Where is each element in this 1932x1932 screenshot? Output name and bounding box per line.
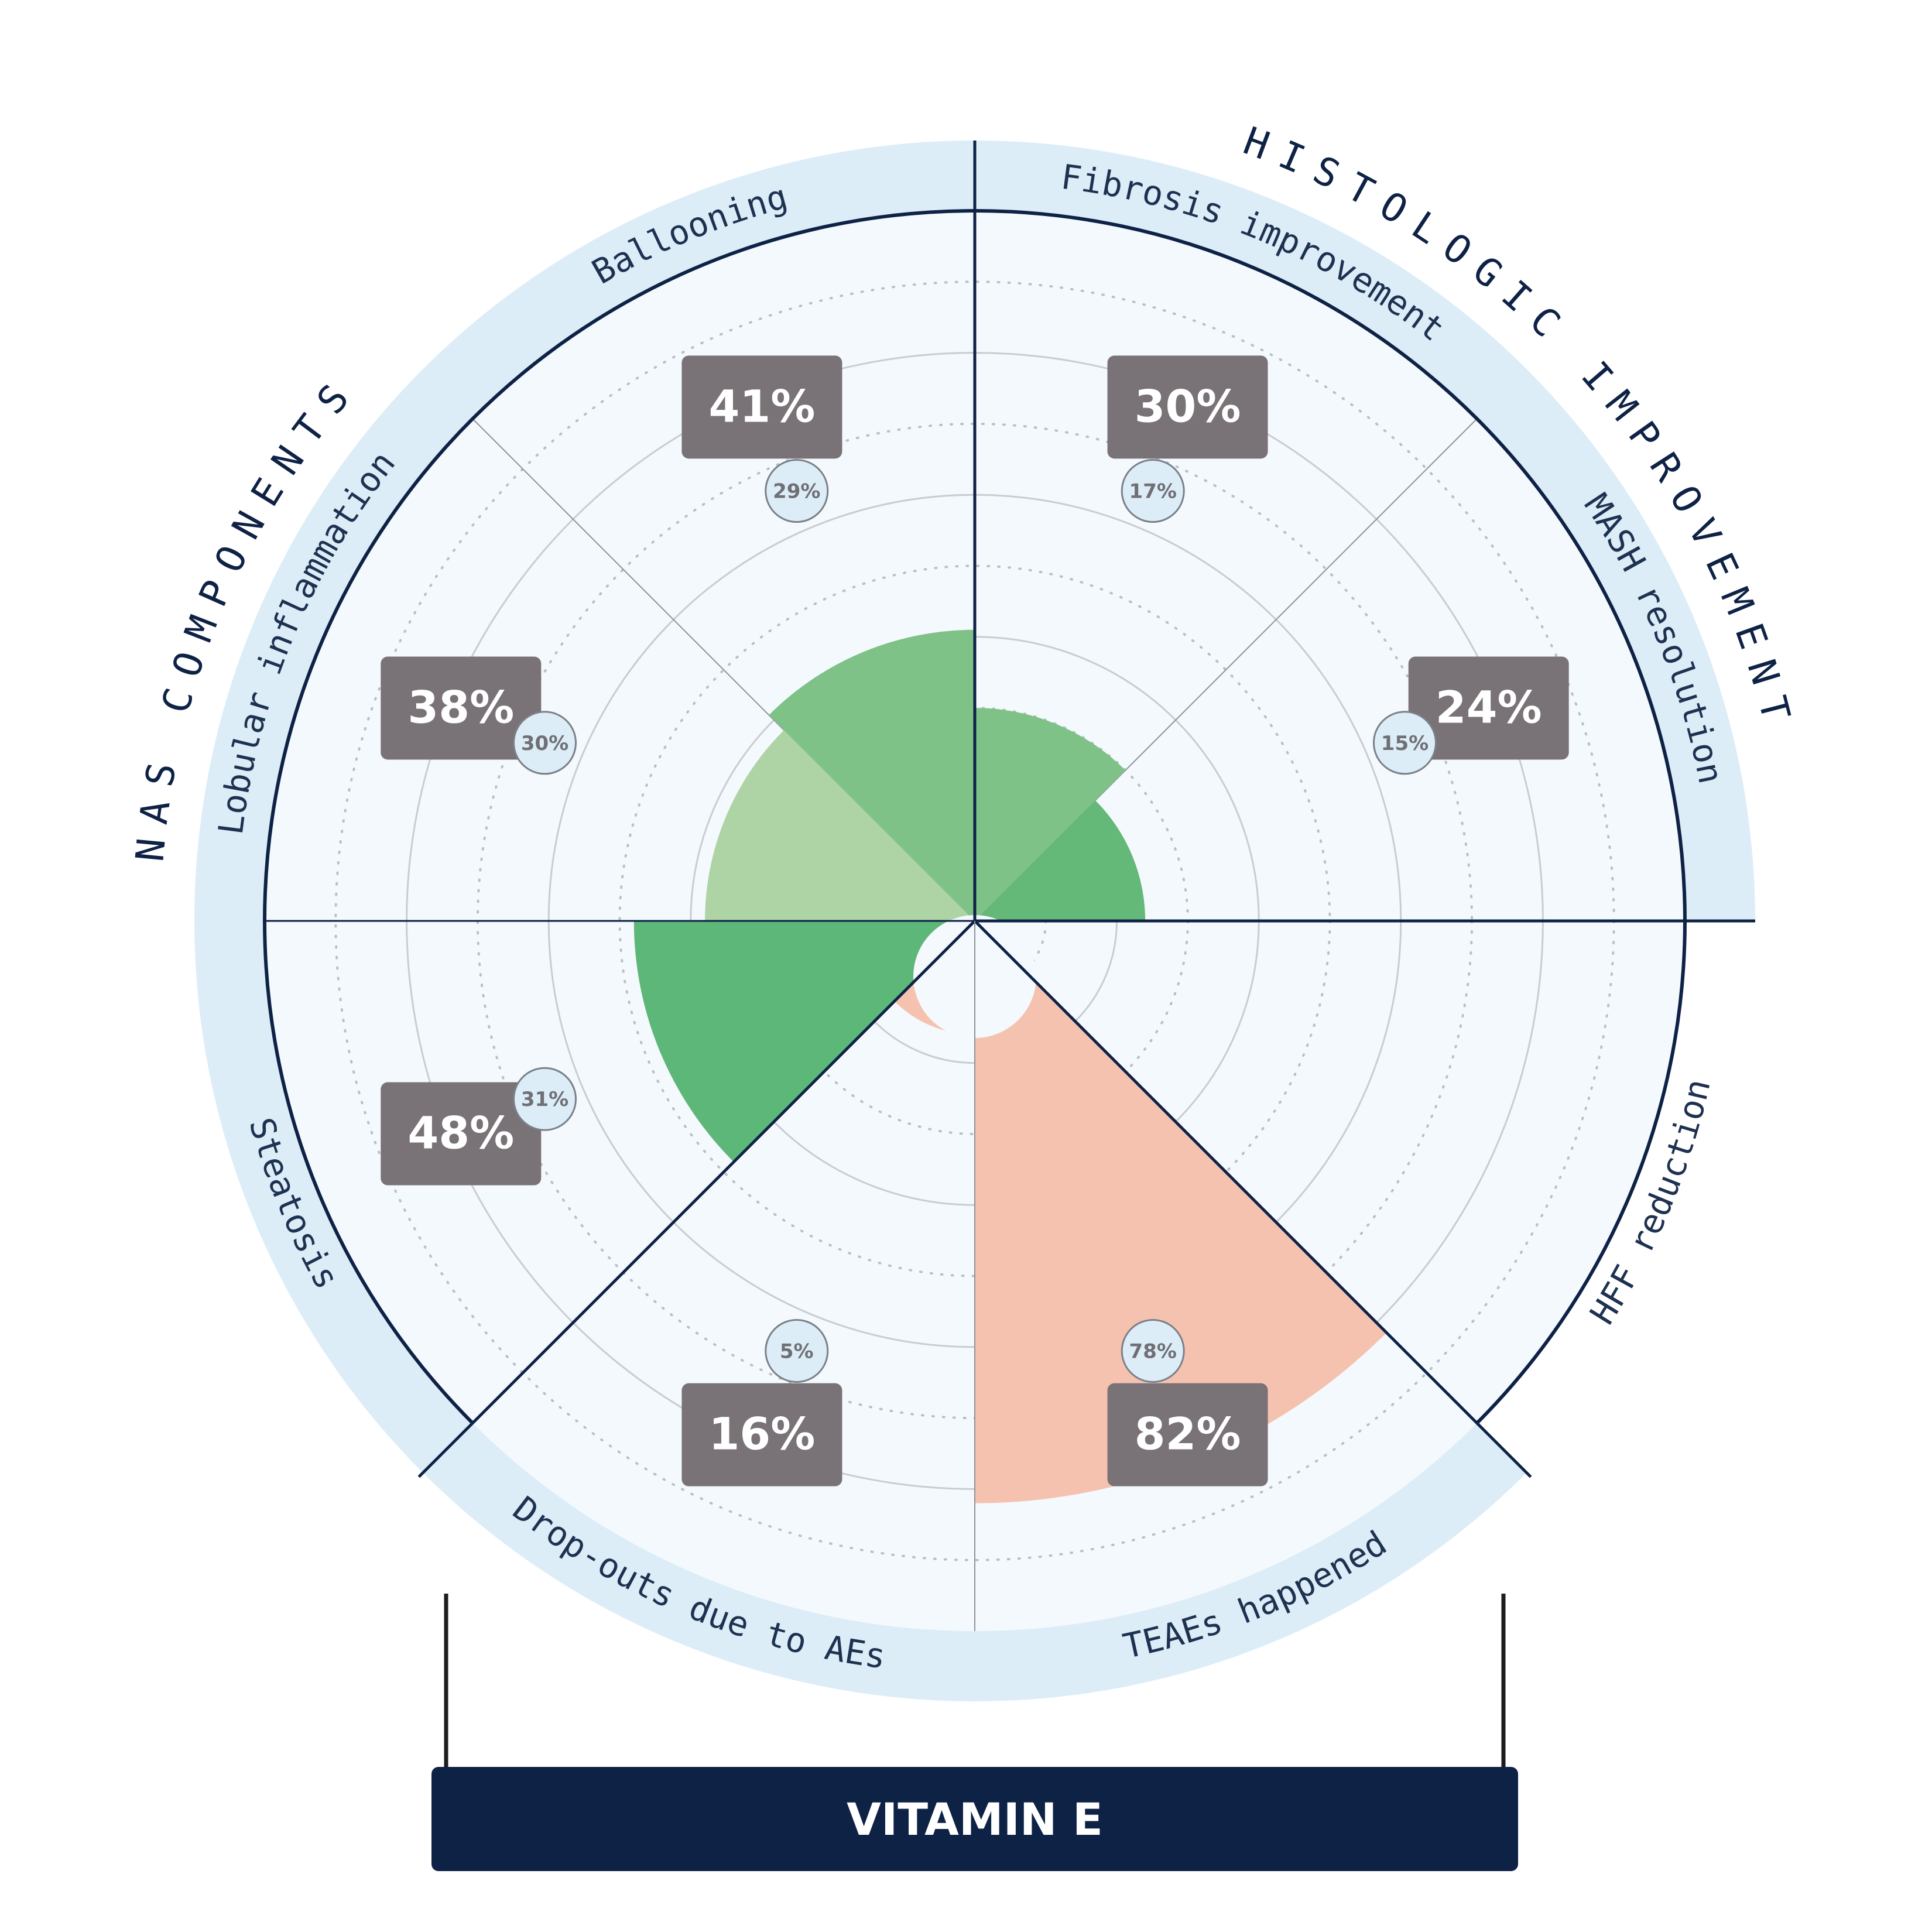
value-label: 24%: [1436, 681, 1542, 733]
comparator-label: 17%: [1129, 480, 1177, 503]
value-labels: 30% 17% 24% 15% 82% 78% 16% 5% 48% 31% 38% 30% 41% 29…: [381, 355, 1569, 1486]
comparator-label: 78%: [1129, 1340, 1177, 1363]
value-label: 82%: [1135, 1408, 1241, 1460]
comparator-bubble: [765, 1318, 829, 1383]
bar-1: [975, 800, 1146, 921]
comparator-bubble: [1121, 1318, 1185, 1383]
value-label: 30%: [1135, 380, 1241, 432]
bar-7: [769, 629, 975, 921]
value-box: [1408, 656, 1569, 760]
value-box: [1107, 355, 1268, 459]
bar-5: [633, 921, 975, 1162]
comparator-label: 31%: [521, 1088, 568, 1111]
comparator-label: 5%: [780, 1340, 814, 1363]
comparator-bubble: [1121, 459, 1185, 523]
outer-label-ring: [194, 141, 1755, 1701]
label-ring-band: [194, 141, 1755, 1473]
title-bar: [431, 1767, 1518, 1871]
value-box: [681, 355, 842, 459]
comparator-label: 15%: [1381, 732, 1429, 755]
value-label: 48%: [407, 1107, 514, 1159]
bar-6: [705, 730, 975, 921]
comparator-bubble: [1372, 711, 1437, 775]
divider-bottom-left: [417, 920, 976, 1478]
bars: [633, 629, 1387, 1503]
chart-title: VITAMIN E: [847, 1793, 1103, 1845]
value-box: [381, 656, 542, 760]
value-box: [1107, 1383, 1268, 1486]
label-ring-band: [423, 1423, 1527, 1701]
value-box: [381, 1082, 542, 1186]
bar-3: [975, 921, 1387, 1503]
value-box: [681, 1383, 842, 1486]
dividers: [263, 141, 1755, 1631]
title-block: VITAMIN E: [431, 1594, 1518, 1871]
value-label: 16%: [708, 1408, 815, 1460]
comparator-bubble: [513, 1067, 577, 1131]
value-label: 38%: [407, 681, 514, 733]
comparator-label: 30%: [521, 732, 568, 755]
value-label: 41%: [708, 380, 815, 432]
comparator-bubble: [765, 459, 829, 523]
bar-0: [975, 708, 1126, 921]
comparator-label: 29%: [773, 480, 820, 503]
comparator-bubble: [513, 711, 577, 775]
divider-bottom-right: [974, 920, 1532, 1478]
